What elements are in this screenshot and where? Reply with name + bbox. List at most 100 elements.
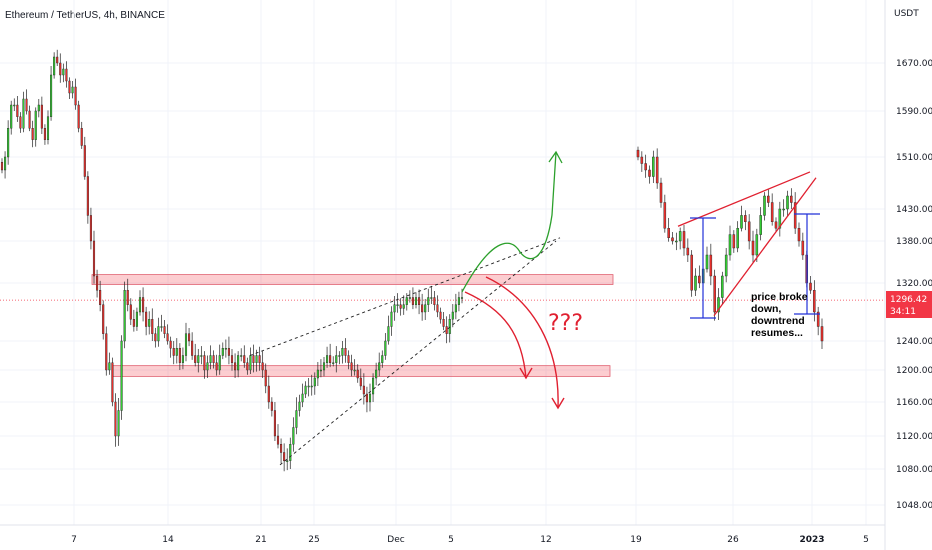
left-candle <box>240 355 243 357</box>
left-candle <box>129 304 132 320</box>
x-tick-label: 26 <box>727 535 739 545</box>
left-candle <box>261 362 264 371</box>
left-candle <box>433 297 436 305</box>
right-candle <box>801 240 805 256</box>
countdown-value: 34:11 <box>890 307 916 317</box>
right-candle <box>809 282 812 291</box>
left-candle <box>92 240 96 277</box>
left-candle <box>206 362 209 371</box>
left-candle <box>301 393 304 403</box>
left-candle <box>436 304 439 313</box>
left-candle <box>335 355 338 363</box>
left-candle <box>209 355 212 363</box>
left-candle <box>313 377 316 387</box>
left-candle <box>378 362 381 371</box>
y-tick-label: 1160.00 <box>896 398 932 408</box>
left-candle <box>178 348 181 363</box>
bearish-projection-path-outer <box>485 276 559 408</box>
left-candle <box>181 355 184 363</box>
left-candle <box>230 355 234 363</box>
left-candle <box>362 385 365 395</box>
right-candle <box>644 163 647 171</box>
left-candle <box>237 355 240 371</box>
left-candle <box>117 410 120 437</box>
left-candle <box>102 304 105 334</box>
right-candle <box>694 275 697 291</box>
right-candle <box>782 208 785 211</box>
x-tick-label: 2023 <box>799 535 824 545</box>
left-candle <box>249 355 252 371</box>
left-candle <box>50 74 53 117</box>
drawings <box>249 150 820 466</box>
left-candle <box>387 326 390 342</box>
left-candle <box>430 297 433 299</box>
wedge-upper-line <box>249 237 561 356</box>
left-candle <box>89 215 92 242</box>
left-candle <box>31 128 34 140</box>
right-candle <box>797 227 801 242</box>
y-tick-label: 1670.00 <box>896 59 932 69</box>
right-candle <box>682 231 686 249</box>
left-candle <box>316 369 319 379</box>
left-candle <box>448 319 451 334</box>
right-candle <box>767 195 770 203</box>
right-candle <box>751 240 755 256</box>
left-candle <box>224 348 227 350</box>
right-candle <box>740 215 743 229</box>
right-candle <box>709 254 713 277</box>
left-candle <box>255 355 258 363</box>
bullish-arrowhead <box>548 150 563 164</box>
right-candle <box>786 195 789 210</box>
right-candle <box>778 208 782 229</box>
left-candle <box>218 355 221 371</box>
left-candle <box>74 86 77 106</box>
left-candle <box>421 304 424 313</box>
right-candle <box>655 156 659 184</box>
left-candle <box>227 348 230 356</box>
x-tick-label: 25 <box>308 535 319 545</box>
left-candle <box>13 104 16 107</box>
grid <box>0 0 885 525</box>
left-candle <box>276 435 280 445</box>
x-tick-label: Dec <box>387 535 404 545</box>
left-candle <box>375 369 378 379</box>
current-price-value: 1296.42 <box>890 295 927 305</box>
x-tick-label: 14 <box>162 535 174 545</box>
right-candle <box>636 149 640 158</box>
left-candle <box>34 110 37 140</box>
right-candle <box>717 297 720 313</box>
left-candle <box>427 297 430 305</box>
left-candle <box>43 128 46 140</box>
left-candle <box>310 385 313 388</box>
y-tick-label: 1200.00 <box>896 366 932 376</box>
left-candle <box>298 401 301 411</box>
left-candle <box>123 290 126 342</box>
left-candle <box>68 80 71 94</box>
y-tick-label: 1590.00 <box>896 107 932 117</box>
left-candle <box>96 275 99 291</box>
right-candle <box>770 202 774 222</box>
right-candle <box>648 169 651 177</box>
y-tick-label: 1240.00 <box>896 337 932 347</box>
right-candle <box>793 202 797 229</box>
current-price-tag <box>886 291 932 318</box>
right-candle <box>813 290 816 313</box>
left-candle <box>160 326 163 328</box>
left-candle <box>408 297 411 299</box>
left-candle <box>280 444 283 453</box>
right-candle <box>721 275 724 298</box>
y-unit-label: USDT <box>894 9 919 19</box>
left-candle <box>126 290 129 305</box>
left-candle <box>105 333 108 371</box>
left-candle <box>234 362 237 371</box>
left-candle <box>451 311 454 320</box>
left-candle <box>215 362 218 371</box>
right-candle <box>728 234 732 256</box>
note-line: resumes... <box>751 327 803 339</box>
right-wedge-upper <box>677 171 811 227</box>
left-candle <box>120 340 123 411</box>
left-candle <box>399 304 402 309</box>
left-candle <box>347 355 350 363</box>
